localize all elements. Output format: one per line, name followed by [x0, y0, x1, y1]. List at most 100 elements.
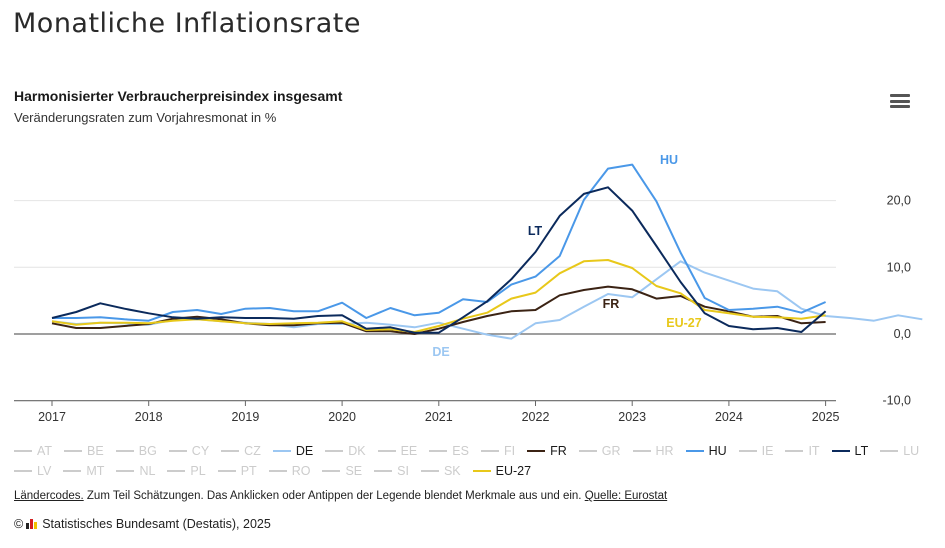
menu-bar	[890, 99, 910, 103]
footnote-text: Zum Teil Schätzungen. Das Anklicken oder…	[83, 490, 585, 502]
x-axis: 2017 2018 2019 2020 2021 2022 2023 2024 2025	[38, 401, 840, 424]
legend-item-lt[interactable]: LT	[831, 444, 869, 458]
y-tick-label: -10,0	[883, 394, 912, 408]
legend-item-pl[interactable]: PL	[167, 464, 206, 478]
x-tick-label: 2024	[715, 410, 743, 424]
legend-item-mt[interactable]: MT	[63, 464, 104, 478]
legend-label: FR	[550, 444, 567, 458]
legend-item-cy[interactable]: CY	[168, 444, 210, 458]
chart-subtitle: Veränderungsraten zum Vorjahresmonat in …	[14, 110, 277, 125]
legend-item-fr[interactable]: FR	[527, 444, 567, 458]
legend-swatch-icon	[63, 470, 82, 472]
hamburger-menu-icon[interactable]	[890, 94, 910, 110]
legend-swatch-icon	[429, 450, 448, 452]
series-label-de: DE	[432, 345, 449, 359]
legend-item-ro[interactable]: RO	[268, 464, 310, 478]
legend-swatch-icon	[374, 470, 393, 472]
source-link[interactable]: Quelle: Eurostat	[584, 490, 668, 502]
legend-label: SE	[345, 464, 363, 478]
legend-label: SK	[443, 464, 461, 478]
legend-row: AT BE BG CY CZ DE DK EE ES FI FR GR HR HU IE IT LT LU	[14, 441, 934, 461]
legend-item-si[interactable]: SI	[374, 464, 409, 478]
legend-item-lv[interactable]: LV	[14, 464, 51, 478]
legend-item-hu[interactable]: HU	[685, 444, 727, 458]
legend-swatch-icon	[472, 470, 491, 472]
legend-label: LU	[903, 444, 920, 458]
legend-swatch-icon	[785, 450, 804, 452]
legend-label: IE	[761, 444, 774, 458]
legend-label: MT	[86, 464, 105, 478]
series-label-fr: FR	[603, 297, 620, 311]
legend-item-bg[interactable]: BG	[115, 444, 157, 458]
legend-item-pt[interactable]: PT	[217, 464, 257, 478]
legend-label: FI	[503, 444, 516, 458]
legend-label: ES	[452, 444, 469, 458]
legend-label: LT	[854, 444, 869, 458]
series-line-eu-27[interactable]	[51, 259, 826, 333]
legend-item-se[interactable]: SE	[322, 464, 362, 478]
legend-item-lu[interactable]: LU	[880, 444, 919, 458]
credit: © Statistisches Bundesamt (Destatis), 20…	[14, 517, 271, 531]
x-tick-label: 2021	[425, 410, 453, 424]
legend-swatch-icon	[325, 450, 344, 452]
x-tick-label: 2018	[135, 410, 163, 424]
legend-label: CZ	[244, 444, 261, 458]
legend-swatch-icon	[268, 470, 287, 472]
legend-item-eu-27[interactable]: EU-27	[472, 464, 531, 478]
legend-label: HU	[708, 444, 727, 458]
legend-swatch-icon	[420, 470, 439, 472]
legend-item-ee[interactable]: EE	[377, 444, 418, 458]
chart-legend: AT BE BG CY CZ DE DK EE ES FI FR GR HR HU IE IT LT LU LV MT…	[14, 441, 934, 481]
legend-swatch-icon	[64, 450, 83, 452]
legend-item-fi[interactable]: FI	[480, 444, 516, 458]
legend-item-at[interactable]: AT	[14, 444, 52, 458]
series-labels: HU LT FR EU-27 DE	[432, 153, 701, 359]
series-line-lt[interactable]	[51, 186, 827, 334]
legend-swatch-icon	[272, 450, 291, 452]
legend-label: CY	[191, 444, 210, 458]
x-tick-label: 2022	[522, 410, 550, 424]
page-title: Monatliche Inflationsrate	[13, 8, 361, 39]
legend-item-hr[interactable]: HR	[632, 444, 674, 458]
legend-swatch-icon	[167, 470, 186, 472]
legend-swatch-icon	[738, 450, 757, 452]
legend-label: BE	[87, 444, 104, 458]
legend-swatch-icon	[831, 450, 850, 452]
destatis-logo-icon	[26, 519, 38, 529]
legend-item-dk[interactable]: DK	[325, 444, 366, 458]
credit-text: Statistisches Bundesamt (Destatis), 2025	[42, 517, 271, 531]
series-lines	[51, 163, 923, 340]
legend-item-gr[interactable]: GR	[578, 444, 621, 458]
legend-item-sk[interactable]: SK	[420, 464, 461, 478]
series-label-hu: HU	[660, 153, 678, 167]
legend-swatch-icon	[322, 470, 341, 472]
legend-label: EE	[400, 444, 418, 458]
y-tick-label: 0,0	[894, 327, 911, 341]
legend-item-be[interactable]: BE	[64, 444, 104, 458]
footnote: Ländercodes. Zum Teil Schätzungen. Das A…	[14, 490, 667, 502]
series-label-eu-27: EU-27	[666, 316, 701, 330]
legend-label: PT	[240, 464, 257, 478]
x-tick-label: 2017	[38, 410, 66, 424]
x-tick-label: 2025	[812, 410, 840, 424]
legend-label: DK	[348, 444, 366, 458]
legend-swatch-icon	[217, 470, 236, 472]
legend-item-it[interactable]: IT	[785, 444, 820, 458]
legend-item-ie[interactable]: IE	[738, 444, 774, 458]
legend-label: LV	[37, 464, 52, 478]
legend-label: BG	[138, 444, 157, 458]
legend-item-cz[interactable]: CZ	[221, 444, 261, 458]
menu-bar	[890, 105, 910, 108]
legend-swatch-icon	[632, 450, 651, 452]
line-chart: -10,0 0,0 10,0 20,0 2017 2018 2019 2020 2021 202…	[14, 153, 923, 424]
legend-item-es[interactable]: ES	[429, 444, 469, 458]
chart-title: Harmonisierter Verbraucherpreisindex ins…	[14, 88, 343, 104]
legend-swatch-icon	[116, 470, 135, 472]
legend-label: IT	[808, 444, 820, 458]
series-line-hu[interactable]	[52, 163, 827, 322]
legend-item-de[interactable]: DE	[272, 444, 313, 458]
menu-bar	[890, 94, 910, 97]
x-tick-label: 2019	[231, 410, 259, 424]
country-codes-link[interactable]: Ländercodes.	[14, 490, 84, 502]
legend-item-nl[interactable]: NL	[116, 464, 155, 478]
